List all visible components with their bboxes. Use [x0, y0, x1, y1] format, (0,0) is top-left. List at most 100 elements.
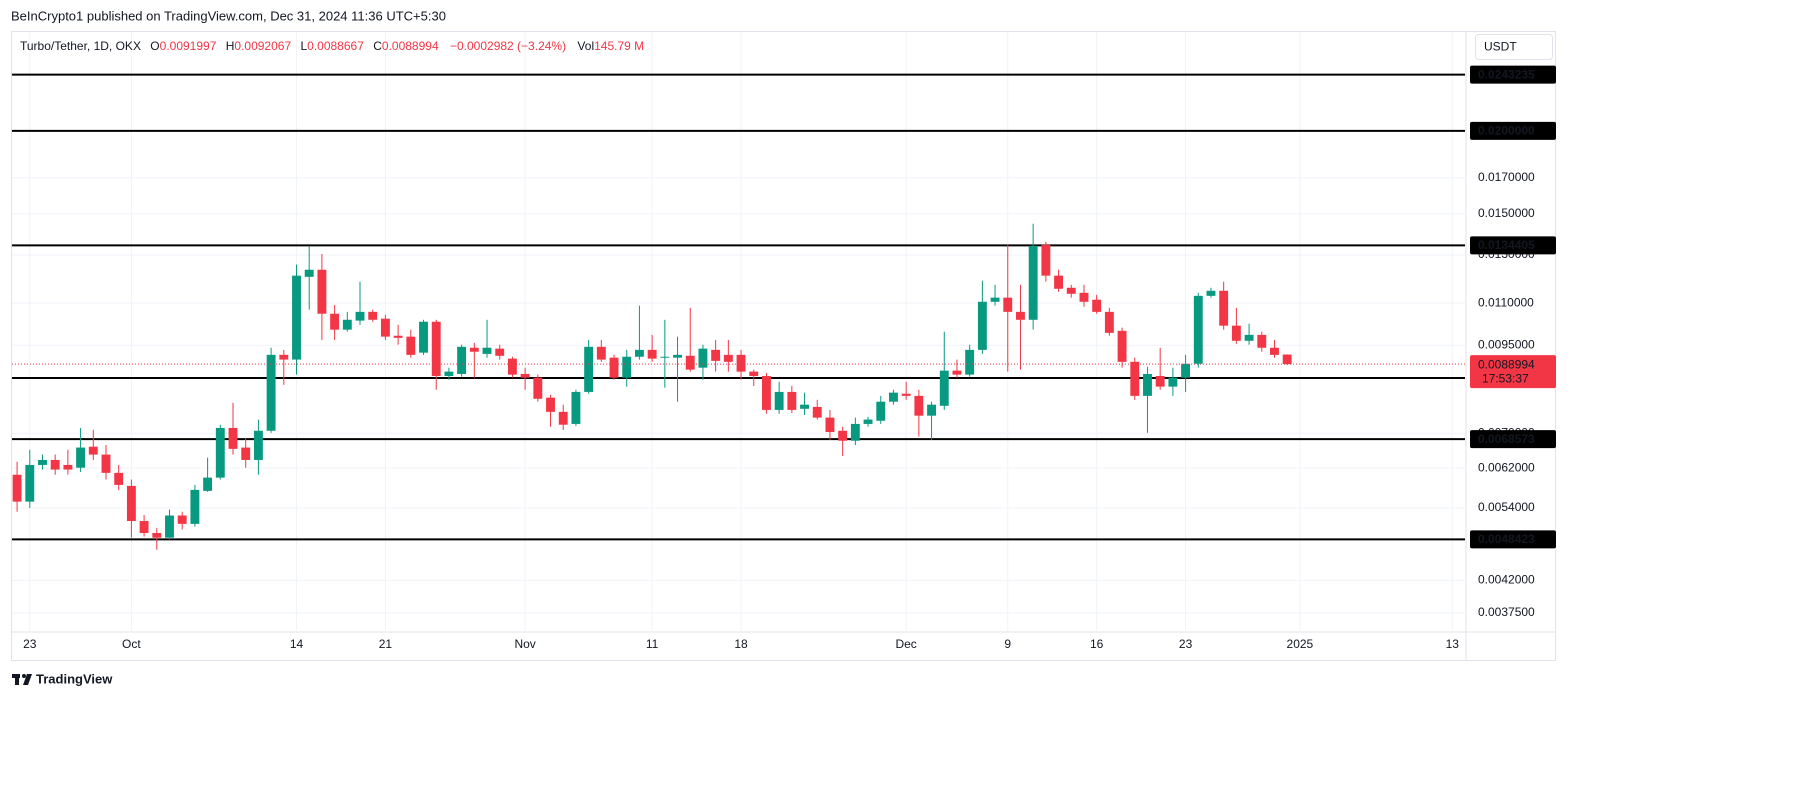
y-tick-label: 0.0110000	[1478, 295, 1534, 309]
candle-body	[469, 347, 479, 352]
candle-body	[596, 346, 606, 360]
level-label: 0.0068573	[1478, 432, 1535, 446]
level-badge	[1470, 121, 1556, 140]
candle-body	[1104, 311, 1114, 333]
logo-shape	[22, 674, 26, 678]
level-label: 0.0200000	[1478, 124, 1535, 138]
currency-label[interactable]: USDT	[1484, 40, 1517, 54]
candle-body	[749, 371, 759, 376]
candle-body	[126, 485, 136, 522]
candle-body	[279, 354, 289, 360]
candle-body	[723, 354, 733, 362]
candle-body	[139, 521, 149, 534]
candle-body	[660, 356, 670, 358]
candle-body	[1270, 347, 1279, 355]
candle-body	[761, 375, 771, 410]
candle-body	[203, 477, 213, 491]
candle-body	[876, 401, 886, 421]
level-badge	[1470, 236, 1556, 255]
candle-body	[965, 349, 975, 375]
candle-body	[1016, 311, 1025, 320]
candle-body	[228, 427, 238, 449]
chart-frame	[11, 31, 1556, 661]
candle-body	[495, 348, 505, 356]
candle-body	[1219, 290, 1229, 326]
candle-body	[457, 346, 467, 374]
candle-body	[838, 430, 848, 441]
candle-body	[863, 419, 873, 424]
y-tick-label: 0.0150000	[1478, 206, 1535, 220]
candle-body	[380, 318, 390, 337]
x-tick-label: Dec	[895, 637, 916, 651]
candle-body	[482, 347, 492, 354]
candle-body	[558, 411, 568, 425]
logo-shape	[15, 674, 19, 685]
candle-body	[253, 430, 263, 460]
candle-body	[1168, 377, 1178, 387]
currency-box[interactable]	[1475, 34, 1553, 60]
candle-body	[533, 377, 543, 399]
candle-body	[546, 397, 555, 412]
candle-body	[1206, 290, 1216, 296]
legend-value: 0.0088667	[307, 39, 364, 53]
x-tick-label: 11	[646, 637, 659, 651]
candle-body	[634, 349, 644, 357]
candle-body	[330, 313, 340, 330]
current-price-label: 0.0088994	[1478, 357, 1535, 371]
candle-body	[990, 297, 1000, 302]
logo-shape	[23, 674, 32, 685]
legend-label: L	[300, 39, 307, 53]
candle-body	[177, 515, 187, 524]
candle-body	[1079, 292, 1089, 302]
legend-change: −0.0002982 (−3.24%)	[450, 39, 566, 53]
candle-body	[1244, 334, 1254, 341]
level-label: 0.0134405	[1478, 238, 1535, 252]
candle-body	[647, 349, 657, 359]
x-tick-label: 13	[1446, 637, 1460, 651]
candle-body	[165, 515, 174, 538]
candle-body	[355, 311, 365, 321]
candle-body	[901, 393, 911, 396]
x-tick-label: 2025	[1287, 637, 1314, 651]
candle-body	[927, 404, 937, 416]
y-tick-label: 0.0062000	[1478, 460, 1535, 474]
candle-body	[63, 464, 73, 470]
candle-body	[12, 474, 22, 502]
candle-body	[215, 427, 225, 478]
legend-value: 0.0088994	[382, 39, 439, 53]
candle-body	[584, 346, 594, 392]
candle-body	[711, 349, 721, 361]
candle-body	[419, 321, 428, 353]
candle-body	[88, 446, 98, 455]
candle-body	[431, 321, 441, 376]
x-tick-label: 14	[290, 637, 304, 651]
legend-volume: 145.79 M	[594, 39, 644, 53]
candle-body	[774, 391, 784, 410]
candle-body	[673, 354, 682, 358]
candle-body	[787, 391, 797, 410]
x-tick-label: Oct	[122, 637, 141, 651]
candle-body	[1028, 245, 1038, 320]
candle-body	[114, 472, 124, 485]
legend-value: 0.0091997	[160, 39, 217, 53]
candle-body	[1181, 363, 1191, 378]
legend-label: C	[373, 39, 382, 53]
candle-body	[698, 348, 708, 368]
candle-body	[190, 489, 200, 524]
candle-body	[1054, 275, 1064, 289]
candle-body	[304, 269, 314, 277]
legend-label: H	[226, 39, 235, 53]
level-badge	[1470, 430, 1556, 449]
candle-body	[914, 395, 924, 416]
y-tick-label: 0.0042000	[1478, 572, 1535, 586]
candle-body	[152, 533, 162, 538]
plot-area	[12, 32, 1465, 632]
x-tick-label: 23	[1179, 637, 1193, 651]
legend-label: Vol	[577, 39, 594, 53]
candle-body	[1257, 334, 1267, 348]
footer-brand: TradingView	[36, 671, 113, 686]
legend-symbol: Turbo/Tether, 1D, OKX	[20, 39, 141, 53]
candle-body	[977, 301, 987, 350]
candle-body	[850, 423, 860, 441]
